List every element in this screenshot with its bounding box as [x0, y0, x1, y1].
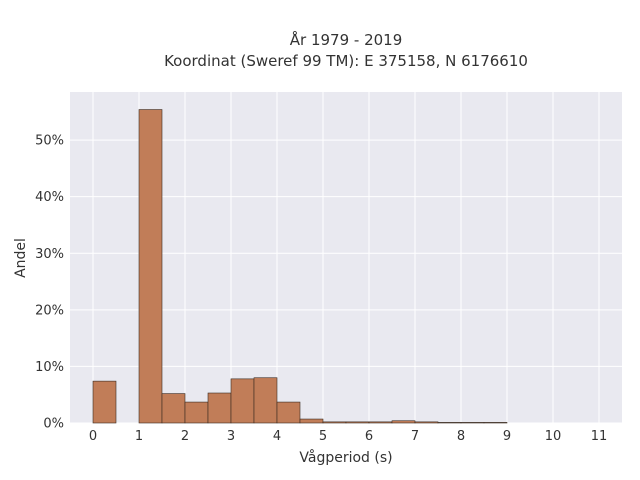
histogram-bar: [138, 109, 163, 424]
histogram-bar: [230, 378, 255, 424]
histogram-bar: [345, 421, 370, 424]
x-tick-label: 10: [545, 429, 562, 444]
histogram-bar: [276, 401, 301, 424]
x-axis-ticks: 0 1 2 3 4 5 6 7 8 9 10 11: [89, 429, 607, 444]
y-axis-label: Andel: [13, 238, 29, 278]
histogram-bar: [253, 377, 278, 424]
y-tick-label: 50%: [35, 134, 64, 149]
x-tick-label: 11: [591, 429, 608, 444]
y-tick-label: 30%: [35, 247, 64, 262]
histogram-bar: [368, 421, 393, 424]
histogram-bar: [460, 422, 485, 424]
x-tick-label: 4: [273, 429, 281, 444]
y-tick-label: 40%: [35, 190, 64, 205]
x-tick-label: 8: [457, 429, 465, 444]
histogram-bar: [414, 421, 439, 424]
chart-subtitle: Koordinat (Sweref 99 TM): E 375158, N 61…: [164, 52, 528, 70]
histogram-bar: [161, 393, 186, 424]
histogram-bar: [184, 401, 209, 424]
x-tick-label: 2: [181, 429, 189, 444]
histogram-bar: [322, 421, 347, 424]
x-tick-label: 3: [227, 429, 235, 444]
histogram-bar: [437, 422, 462, 424]
x-tick-label: 0: [89, 429, 97, 444]
histogram-bar: [391, 420, 416, 424]
x-axis-label: Vågperiod (s): [299, 449, 392, 466]
histogram-bar: [483, 422, 508, 424]
x-tick-label: 1: [135, 429, 143, 444]
histogram-bar: [92, 380, 117, 424]
histogram-bar: [207, 392, 232, 424]
y-tick-label: 0%: [43, 417, 64, 432]
y-tick-label: 10%: [35, 360, 64, 375]
y-tick-label: 20%: [35, 303, 64, 318]
chart-title: År 1979 - 2019: [290, 30, 403, 49]
x-tick-label: 9: [503, 429, 511, 444]
bars-group: [92, 109, 508, 424]
histogram-bar: [299, 418, 324, 424]
x-tick-label: 5: [319, 429, 327, 444]
x-tick-label: 7: [411, 429, 419, 444]
y-axis-ticks: 0% 10% 20% 30% 40% 50%: [35, 134, 64, 432]
x-tick-label: 6: [365, 429, 373, 444]
